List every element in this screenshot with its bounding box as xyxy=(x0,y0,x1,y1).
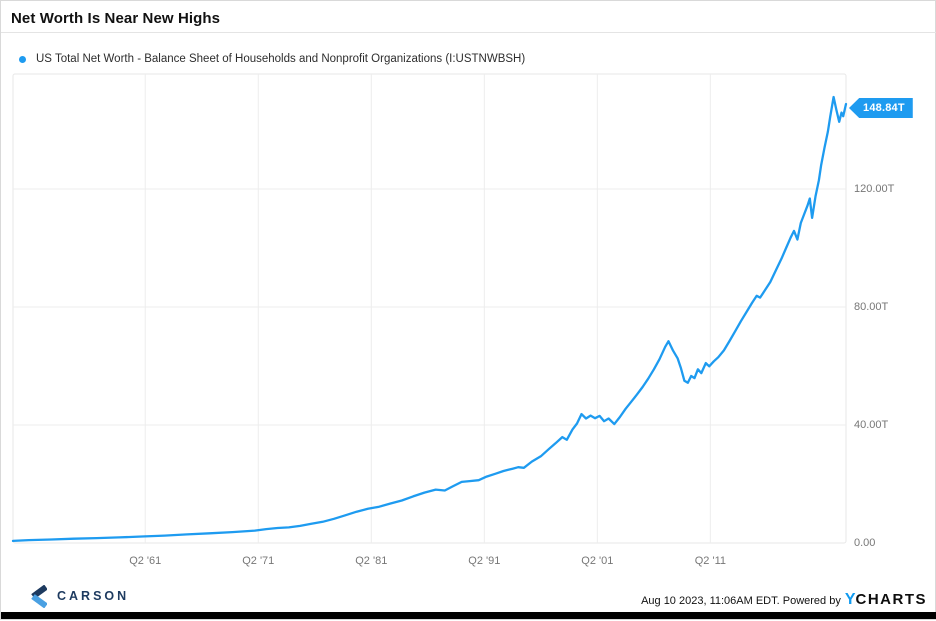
carson-wordmark: CARSON xyxy=(57,589,130,603)
chart-legend: US Total Net Worth - Balance Sheet of Ho… xyxy=(19,52,525,66)
title-divider xyxy=(1,32,936,33)
carson-chevron-icon xyxy=(31,584,47,608)
legend-series-dot-icon xyxy=(19,55,26,63)
footer-timestamp: Aug 10 2023, 11:06AM EDT. Powered by xyxy=(641,595,841,607)
net-worth-series-line xyxy=(11,95,848,543)
x-axis-tick-label: Q2 '71 xyxy=(242,555,274,567)
x-axis-tick-label: Q2 '91 xyxy=(468,555,500,567)
y-axis-tick-label: 80.00T xyxy=(854,301,889,313)
plot-border xyxy=(12,73,847,544)
carson-logo: CARSON xyxy=(29,584,129,608)
y-axis-tick-label: 40.00T xyxy=(854,419,889,431)
footer-bottom-bar xyxy=(1,612,936,619)
ycharts-wordmark: CHARTS xyxy=(855,591,927,608)
ycharts-y-glyph: Y xyxy=(844,591,856,608)
last-value-flag: 148.84T xyxy=(849,97,913,118)
x-axis-tick-label: Q2 '01 xyxy=(581,555,613,567)
legend-series-label: US Total Net Worth - Balance Sheet of Ho… xyxy=(36,53,526,65)
y-axis-tick-label: 0.00 xyxy=(854,537,875,549)
page-title: Net Worth Is Near New Highs xyxy=(11,10,221,27)
ycharts-logo: YCHARTS xyxy=(845,591,927,609)
y-axis-tick-label: 120.00T xyxy=(854,183,895,195)
x-axis-tick-label: Q2 '61 xyxy=(129,555,161,567)
x-axis-tick-label: Q2 '81 xyxy=(355,555,387,567)
footer-attribution: Aug 10 2023, 11:06AM EDT. Powered by YCH… xyxy=(641,591,927,609)
x-axis-tick-label: Q2 '11 xyxy=(695,555,726,567)
